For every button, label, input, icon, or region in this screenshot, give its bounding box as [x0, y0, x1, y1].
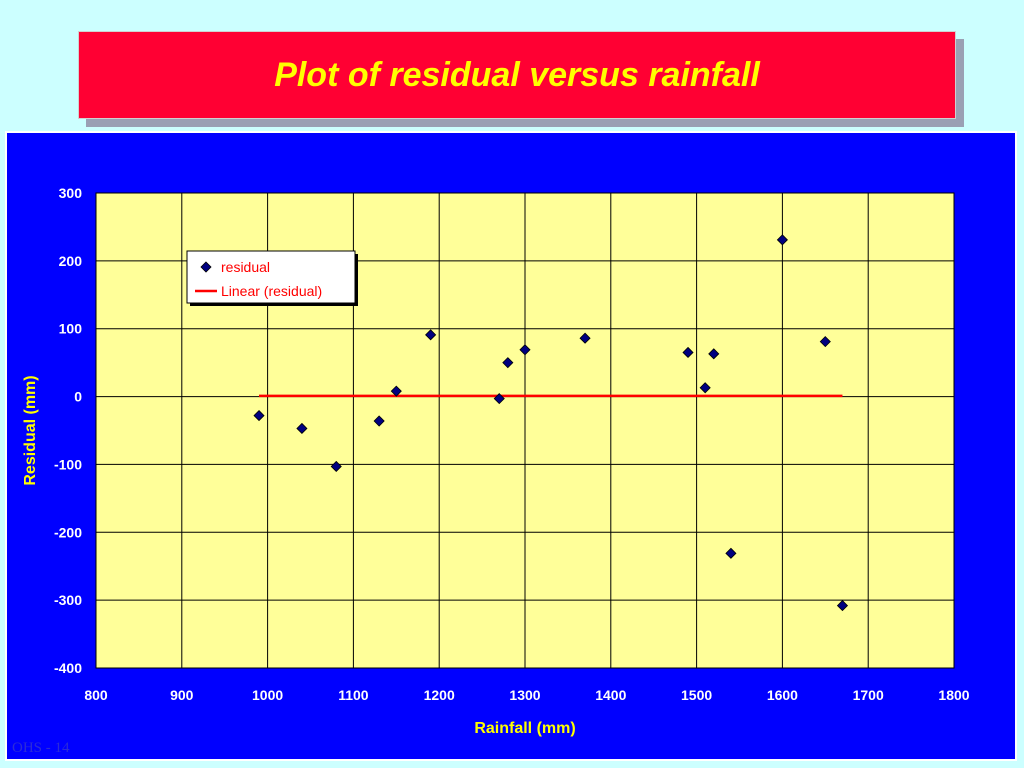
- x-tick-label: 1300: [509, 687, 540, 703]
- legend-box: [186, 250, 356, 304]
- scatter-chart: 800 900 1000 1100 1200 1300 1400 1500 1600 1700 18…: [22, 185, 970, 737]
- slide-footer: OHS - 14: [12, 740, 70, 756]
- data-point: [579, 332, 591, 344]
- y-tick-label: -300: [54, 592, 82, 608]
- data-point: [682, 346, 694, 359]
- data-point: [776, 234, 788, 246]
- y-tick-label: -400: [54, 660, 82, 676]
- x-tick-label: 1600: [767, 687, 798, 703]
- x-tick-label: 900: [170, 687, 194, 703]
- x-tick-label: 1200: [424, 687, 455, 703]
- legend-label-linear: Linear (residual): [221, 283, 322, 299]
- x-tick-label: 1400: [595, 687, 626, 703]
- data-point: [253, 410, 265, 422]
- y-axis-title: Residual (mm): [22, 375, 39, 485]
- data-point: [493, 393, 505, 405]
- legend-label-residual: residual: [221, 259, 270, 275]
- data-point: [699, 382, 711, 394]
- slide-title: Plot of residual versus rainfall: [274, 55, 760, 94]
- x-tick-label: 1800: [938, 687, 969, 703]
- data-point: [519, 344, 531, 356]
- data-point: [725, 547, 737, 559]
- data-point: [708, 348, 720, 360]
- x-tick-label: 1100: [338, 687, 369, 703]
- data-point: [390, 385, 402, 397]
- data-point: [425, 329, 437, 341]
- title-banner: Plot of residual versus rainfall: [78, 31, 956, 119]
- x-tick-label: 1500: [681, 687, 712, 703]
- data-point: [296, 422, 308, 435]
- data-point: [502, 357, 514, 369]
- data-point: [819, 336, 831, 348]
- y-tick-label: -100: [54, 456, 82, 472]
- chart-panel: 800 900 1000 1100 1200 1300 1400 1500 1600 1700 18…: [5, 131, 1017, 761]
- data-point: [373, 415, 385, 427]
- y-tick-label: 100: [59, 321, 83, 337]
- y-tick-label: 300: [59, 185, 83, 201]
- x-tick-label: 800: [84, 687, 108, 703]
- data-point: [330, 460, 342, 473]
- y-tick-label: 200: [59, 253, 83, 269]
- legend-marker-residual: [200, 261, 212, 273]
- y-tick-label: -200: [54, 524, 82, 540]
- x-tick-label: 1700: [853, 687, 884, 703]
- x-axis-title: Rainfall (mm): [474, 720, 575, 737]
- y-tick-label: 0: [74, 389, 82, 405]
- data-point: [836, 600, 849, 612]
- x-tick-label: 1000: [252, 687, 283, 703]
